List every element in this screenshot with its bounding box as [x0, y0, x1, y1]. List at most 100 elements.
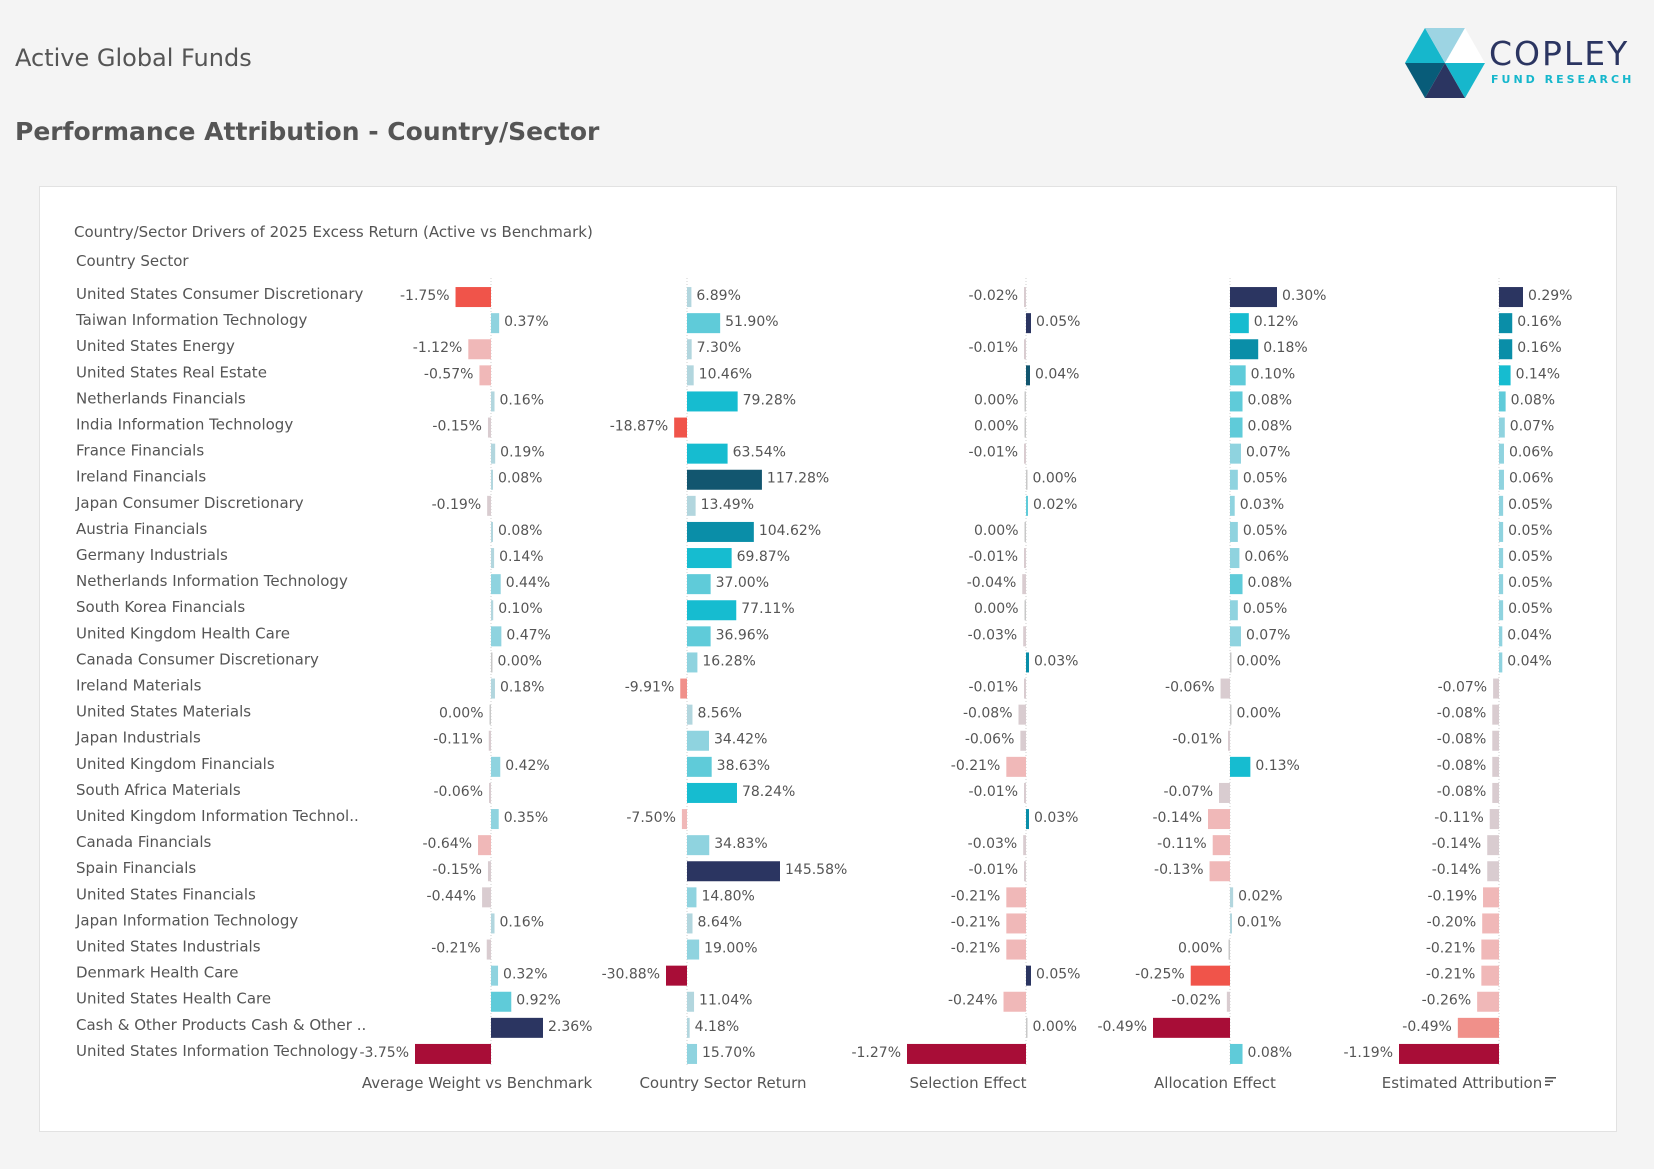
data-label: 0.35%	[504, 810, 548, 826]
bar	[1228, 939, 1230, 960]
data-label: -0.15%	[432, 419, 482, 435]
data-label: 0.12%	[1254, 314, 1298, 330]
bar	[1022, 574, 1026, 595]
bar	[1153, 1017, 1230, 1038]
bar	[415, 1043, 491, 1064]
data-label: 0.02%	[1033, 497, 1077, 513]
row-label: France Financials	[76, 442, 204, 460]
data-label: 2.36%	[548, 1019, 592, 1035]
series-country-sector-return: 6.89% 51.90% 7.30% 10.46% 79.28% -18.87% 63.54…	[602, 278, 847, 1067]
bar	[1024, 782, 1026, 803]
row-label: Japan Information Technology	[75, 911, 298, 929]
data-label: -9.91%	[625, 680, 675, 696]
bar	[1230, 287, 1277, 308]
bar	[491, 313, 500, 334]
hexagon-logo-icon	[1405, 28, 1485, 98]
row-label: Germany Industrials	[76, 546, 228, 564]
data-label: 0.05%	[1036, 314, 1080, 330]
bar	[487, 417, 491, 438]
row-label: United Kingdom Financials	[76, 755, 275, 773]
data-label: 0.13%	[1255, 758, 1299, 774]
data-label: 0.00%	[1237, 706, 1281, 722]
data-label: 0.01%	[1237, 914, 1281, 930]
row-label: United States Health Care	[76, 990, 271, 1008]
data-label: -0.26%	[1422, 993, 1472, 1009]
bar	[1230, 756, 1251, 777]
bar	[1230, 443, 1241, 464]
data-label: 0.00%	[1178, 941, 1222, 957]
data-label: -1.19%	[1343, 1045, 1393, 1061]
series-allocation-effect: 0.30% 0.12% 0.18% 0.10% 0.08% 0.08% 0.07% 0.05%…	[1097, 278, 1326, 1067]
bar	[1230, 521, 1238, 542]
data-label: 0.07%	[1510, 419, 1554, 435]
bar	[1493, 678, 1499, 699]
data-label: 0.03%	[1034, 810, 1078, 826]
data-label: -0.21%	[951, 941, 1001, 957]
bar	[1024, 678, 1026, 699]
data-label: 0.14%	[1516, 366, 1560, 382]
data-label: -0.13%	[1154, 862, 1204, 878]
data-label: -0.14%	[1432, 862, 1482, 878]
row-label: Canada Financials	[76, 833, 212, 851]
bar	[1026, 495, 1028, 516]
data-label: 0.00%	[439, 706, 483, 722]
bar	[1487, 861, 1499, 882]
data-label: 0.08%	[1248, 419, 1292, 435]
data-label: -0.21%	[951, 758, 1001, 774]
data-label: 0.05%	[1508, 601, 1552, 617]
row-label: Taiwan Information Technology	[75, 311, 308, 329]
bar	[1230, 417, 1243, 438]
data-label: 0.16%	[1517, 340, 1561, 356]
bar	[1026, 809, 1029, 830]
data-label: 0.03%	[1034, 653, 1078, 669]
data-label: 0.16%	[500, 392, 544, 408]
bar	[687, 835, 710, 856]
data-label: 0.08%	[1248, 392, 1292, 408]
row-label: United States Industrials	[76, 938, 261, 956]
data-label: 10.46%	[699, 366, 752, 382]
data-label: -0.11%	[433, 732, 483, 748]
bar	[491, 600, 494, 621]
data-label: -0.06%	[965, 732, 1015, 748]
bar	[1499, 574, 1504, 595]
bar	[687, 782, 737, 803]
row-label: United Kingdom Information Technol..	[76, 807, 359, 825]
data-label: 0.08%	[498, 523, 542, 539]
bar	[478, 835, 491, 856]
bar	[491, 1017, 543, 1038]
data-label: -7.50%	[626, 810, 676, 826]
data-label: 0.32%	[503, 967, 547, 983]
bar	[687, 991, 695, 1012]
data-label: -0.03%	[968, 836, 1018, 852]
data-label: 0.05%	[1508, 549, 1552, 565]
data-label: 78.24%	[742, 784, 795, 800]
bar	[687, 469, 762, 490]
data-label: -0.14%	[1432, 836, 1482, 852]
bar	[1499, 469, 1504, 490]
bar	[687, 339, 692, 360]
bar	[687, 521, 754, 542]
data-label: 14.80%	[701, 888, 754, 904]
bar	[1228, 730, 1230, 751]
bar	[1499, 287, 1523, 308]
data-label: 0.00%	[498, 653, 542, 669]
bar	[491, 756, 501, 777]
data-label: 0.05%	[1508, 523, 1552, 539]
row-label: Japan Industrials	[75, 729, 201, 747]
data-label: 0.30%	[1282, 288, 1326, 304]
bar	[1499, 495, 1504, 516]
bar	[674, 417, 687, 438]
bar	[491, 678, 495, 699]
sort-descending-icon[interactable]	[1545, 1077, 1556, 1086]
data-label: 0.06%	[1509, 471, 1553, 487]
row-label: South Korea Financials	[76, 598, 245, 616]
data-label: -30.88%	[602, 967, 660, 983]
row-label: South Africa Materials	[76, 781, 241, 799]
data-label: 0.08%	[1248, 575, 1292, 591]
axis-label: Estimated Attribution	[1382, 1074, 1542, 1092]
data-label: 0.19%	[500, 445, 544, 461]
bar	[1489, 809, 1499, 830]
row-label: Cash & Other Products Cash & Other ..	[76, 1016, 366, 1034]
data-label: 0.00%	[1033, 471, 1077, 487]
bar	[687, 652, 698, 673]
